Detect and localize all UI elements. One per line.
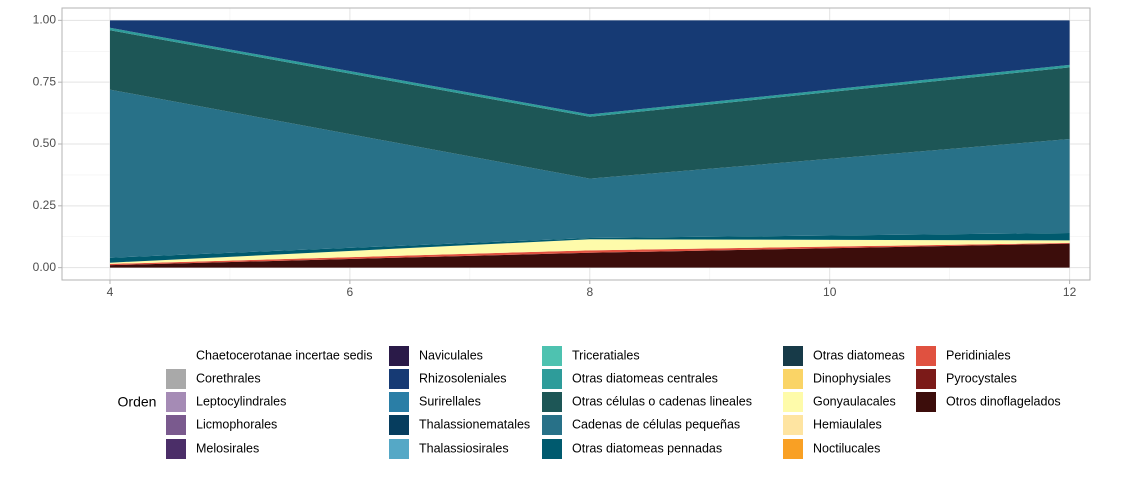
legend-label: Melosirales (196, 441, 259, 455)
legend-label: Thalassionematales (419, 417, 530, 431)
legend-label: Noctilucales (813, 441, 880, 455)
legend-label: Rhizosoleniales (419, 371, 507, 385)
legend-key (783, 439, 803, 459)
x-tick-label: 10 (823, 285, 837, 299)
legend-key (542, 346, 562, 366)
x-tick-label: 4 (107, 285, 114, 299)
legend-label: Surirellales (419, 394, 481, 408)
legend-label: Licmophorales (196, 417, 277, 431)
legend-label: Thalassiosirales (419, 441, 509, 455)
legend-key (783, 392, 803, 412)
x-tick-label: 6 (347, 285, 354, 299)
y-tick-label: 0.00 (33, 260, 57, 274)
panel-border (61, 7, 1091, 281)
legend-label: Triceratiales (572, 348, 640, 362)
legend-key (389, 369, 409, 389)
legend-label: Corethrales (196, 371, 261, 385)
legend-label: Otras diatomeas pennadas (572, 441, 722, 455)
legend-label: Naviculales (419, 348, 483, 362)
x-tick-label: 12 (1063, 285, 1077, 299)
legend-label: Dinophysiales (813, 371, 891, 385)
legend-key (166, 392, 186, 412)
legend-title: Orden (118, 394, 157, 410)
legend-key (916, 369, 936, 389)
area (109, 243, 1070, 268)
legend-label: Otras células o cadenas lineales (572, 394, 752, 408)
legend-label: Otros dinoflagelados (946, 394, 1061, 408)
legend-key (389, 439, 409, 459)
legend-key (542, 369, 562, 389)
legend-key (783, 346, 803, 366)
legend-key (389, 346, 409, 366)
area (109, 242, 1070, 266)
legend-label: Leptocylindrales (196, 394, 286, 408)
legend-label: Hemiaulales (813, 417, 882, 431)
legend-key (542, 415, 562, 435)
legend-key (783, 369, 803, 389)
area (109, 20, 1070, 115)
legend-key (389, 415, 409, 435)
legend-key (166, 415, 186, 435)
legend-key (166, 346, 186, 366)
legend-key (166, 439, 186, 459)
area (109, 239, 1070, 264)
legend-key (542, 439, 562, 459)
y-tick-label: 0.75 (33, 74, 57, 88)
y-tick-label: 0.25 (33, 198, 57, 212)
legend-key (166, 369, 186, 389)
area (109, 30, 1070, 179)
legend-key (389, 392, 409, 412)
legend-label: Otras diatomeas (813, 348, 905, 362)
y-tick-label: 1.00 (33, 13, 57, 27)
legend-key (542, 392, 562, 412)
legend-label: Peridiniales (946, 348, 1011, 362)
x-tick-label: 8 (586, 285, 593, 299)
y-tick-label: 0.50 (33, 136, 57, 150)
legend-key (783, 415, 803, 435)
legend-label: Gonyaulacales (813, 394, 896, 408)
area (109, 89, 1070, 258)
legend-label: Chaetocerotanae incertae sedis (196, 348, 373, 362)
legend-label: Otras diatomeas centrales (572, 371, 718, 385)
legend-key (916, 346, 936, 366)
legend-label: Cadenas de células pequeñas (572, 417, 740, 431)
legend-key (916, 392, 936, 412)
area (109, 233, 1070, 263)
legend-label: Pyrocystales (946, 371, 1017, 385)
